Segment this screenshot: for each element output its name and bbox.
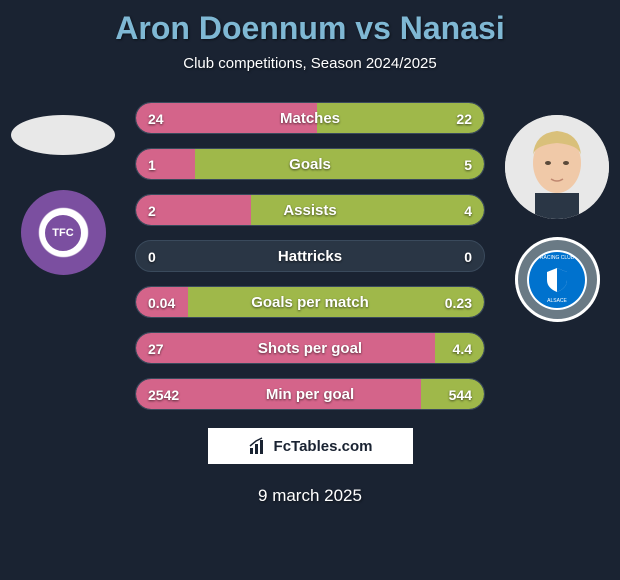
stats-area: 2422Matches15Goals24Assists00Hattricks0.…: [135, 102, 485, 410]
shield-icon: [543, 266, 571, 294]
stat-value-right: 544: [449, 379, 472, 410]
left-player-column: [8, 115, 118, 275]
stat-value-left: 24: [148, 103, 164, 134]
stat-value-left: 0: [148, 241, 156, 272]
stat-row: 2 4Assists: [135, 194, 485, 226]
comparison-widget: Aron Doennum vs Nanasi Club competitions…: [0, 0, 620, 580]
stat-label: Matches: [136, 103, 484, 134]
stat-label: Goals per match: [136, 287, 484, 318]
stat-row: 27 4.4Shots per goal: [135, 332, 485, 364]
brand-text: FcTables.com: [274, 438, 373, 455]
brand-badge: FcTables.com: [208, 428, 413, 464]
club-logo-right: RACING CLUB ALSACE: [515, 237, 600, 322]
stat-value-left: 2542: [148, 379, 179, 410]
stat-value-left: 2: [148, 195, 156, 226]
chart-icon: [248, 436, 268, 456]
footer-date: 9 march 2025: [0, 486, 620, 506]
stat-value-right: 5: [464, 149, 472, 180]
stat-value-right: 4: [464, 195, 472, 226]
stat-value-right: 0.23: [445, 287, 472, 318]
right-player-column: RACING CLUB ALSACE: [502, 115, 612, 322]
face-icon: [505, 115, 609, 219]
stat-label: Assists: [136, 195, 484, 226]
subtitle: Club competitions, Season 2024/2025: [0, 55, 620, 72]
stat-value-right: 22: [456, 103, 472, 134]
stat-value-right: 0: [464, 241, 472, 272]
stat-label: Hattricks: [136, 241, 484, 272]
stat-row: 24 22Matches: [135, 102, 485, 134]
stat-label: Goals: [136, 149, 484, 180]
club-logo-left: [21, 190, 106, 275]
player-photo-right: [505, 115, 609, 219]
stat-label: Shots per goal: [136, 333, 484, 364]
stat-row: 1 5Goals: [135, 148, 485, 180]
stat-row: 0 0Hattricks: [135, 240, 485, 272]
player-photo-left: [11, 115, 115, 155]
stat-row: 2542 544Min per goal: [135, 378, 485, 410]
stat-value-left: 27: [148, 333, 164, 364]
stat-value-right: 4.4: [453, 333, 472, 364]
stat-label: Min per goal: [136, 379, 484, 410]
stat-row: 0.04 0.23Goals per match: [135, 286, 485, 318]
page-title: Aron Doennum vs Nanasi: [0, 10, 620, 47]
stat-value-left: 0.04: [148, 287, 175, 318]
stat-value-left: 1: [148, 149, 156, 180]
